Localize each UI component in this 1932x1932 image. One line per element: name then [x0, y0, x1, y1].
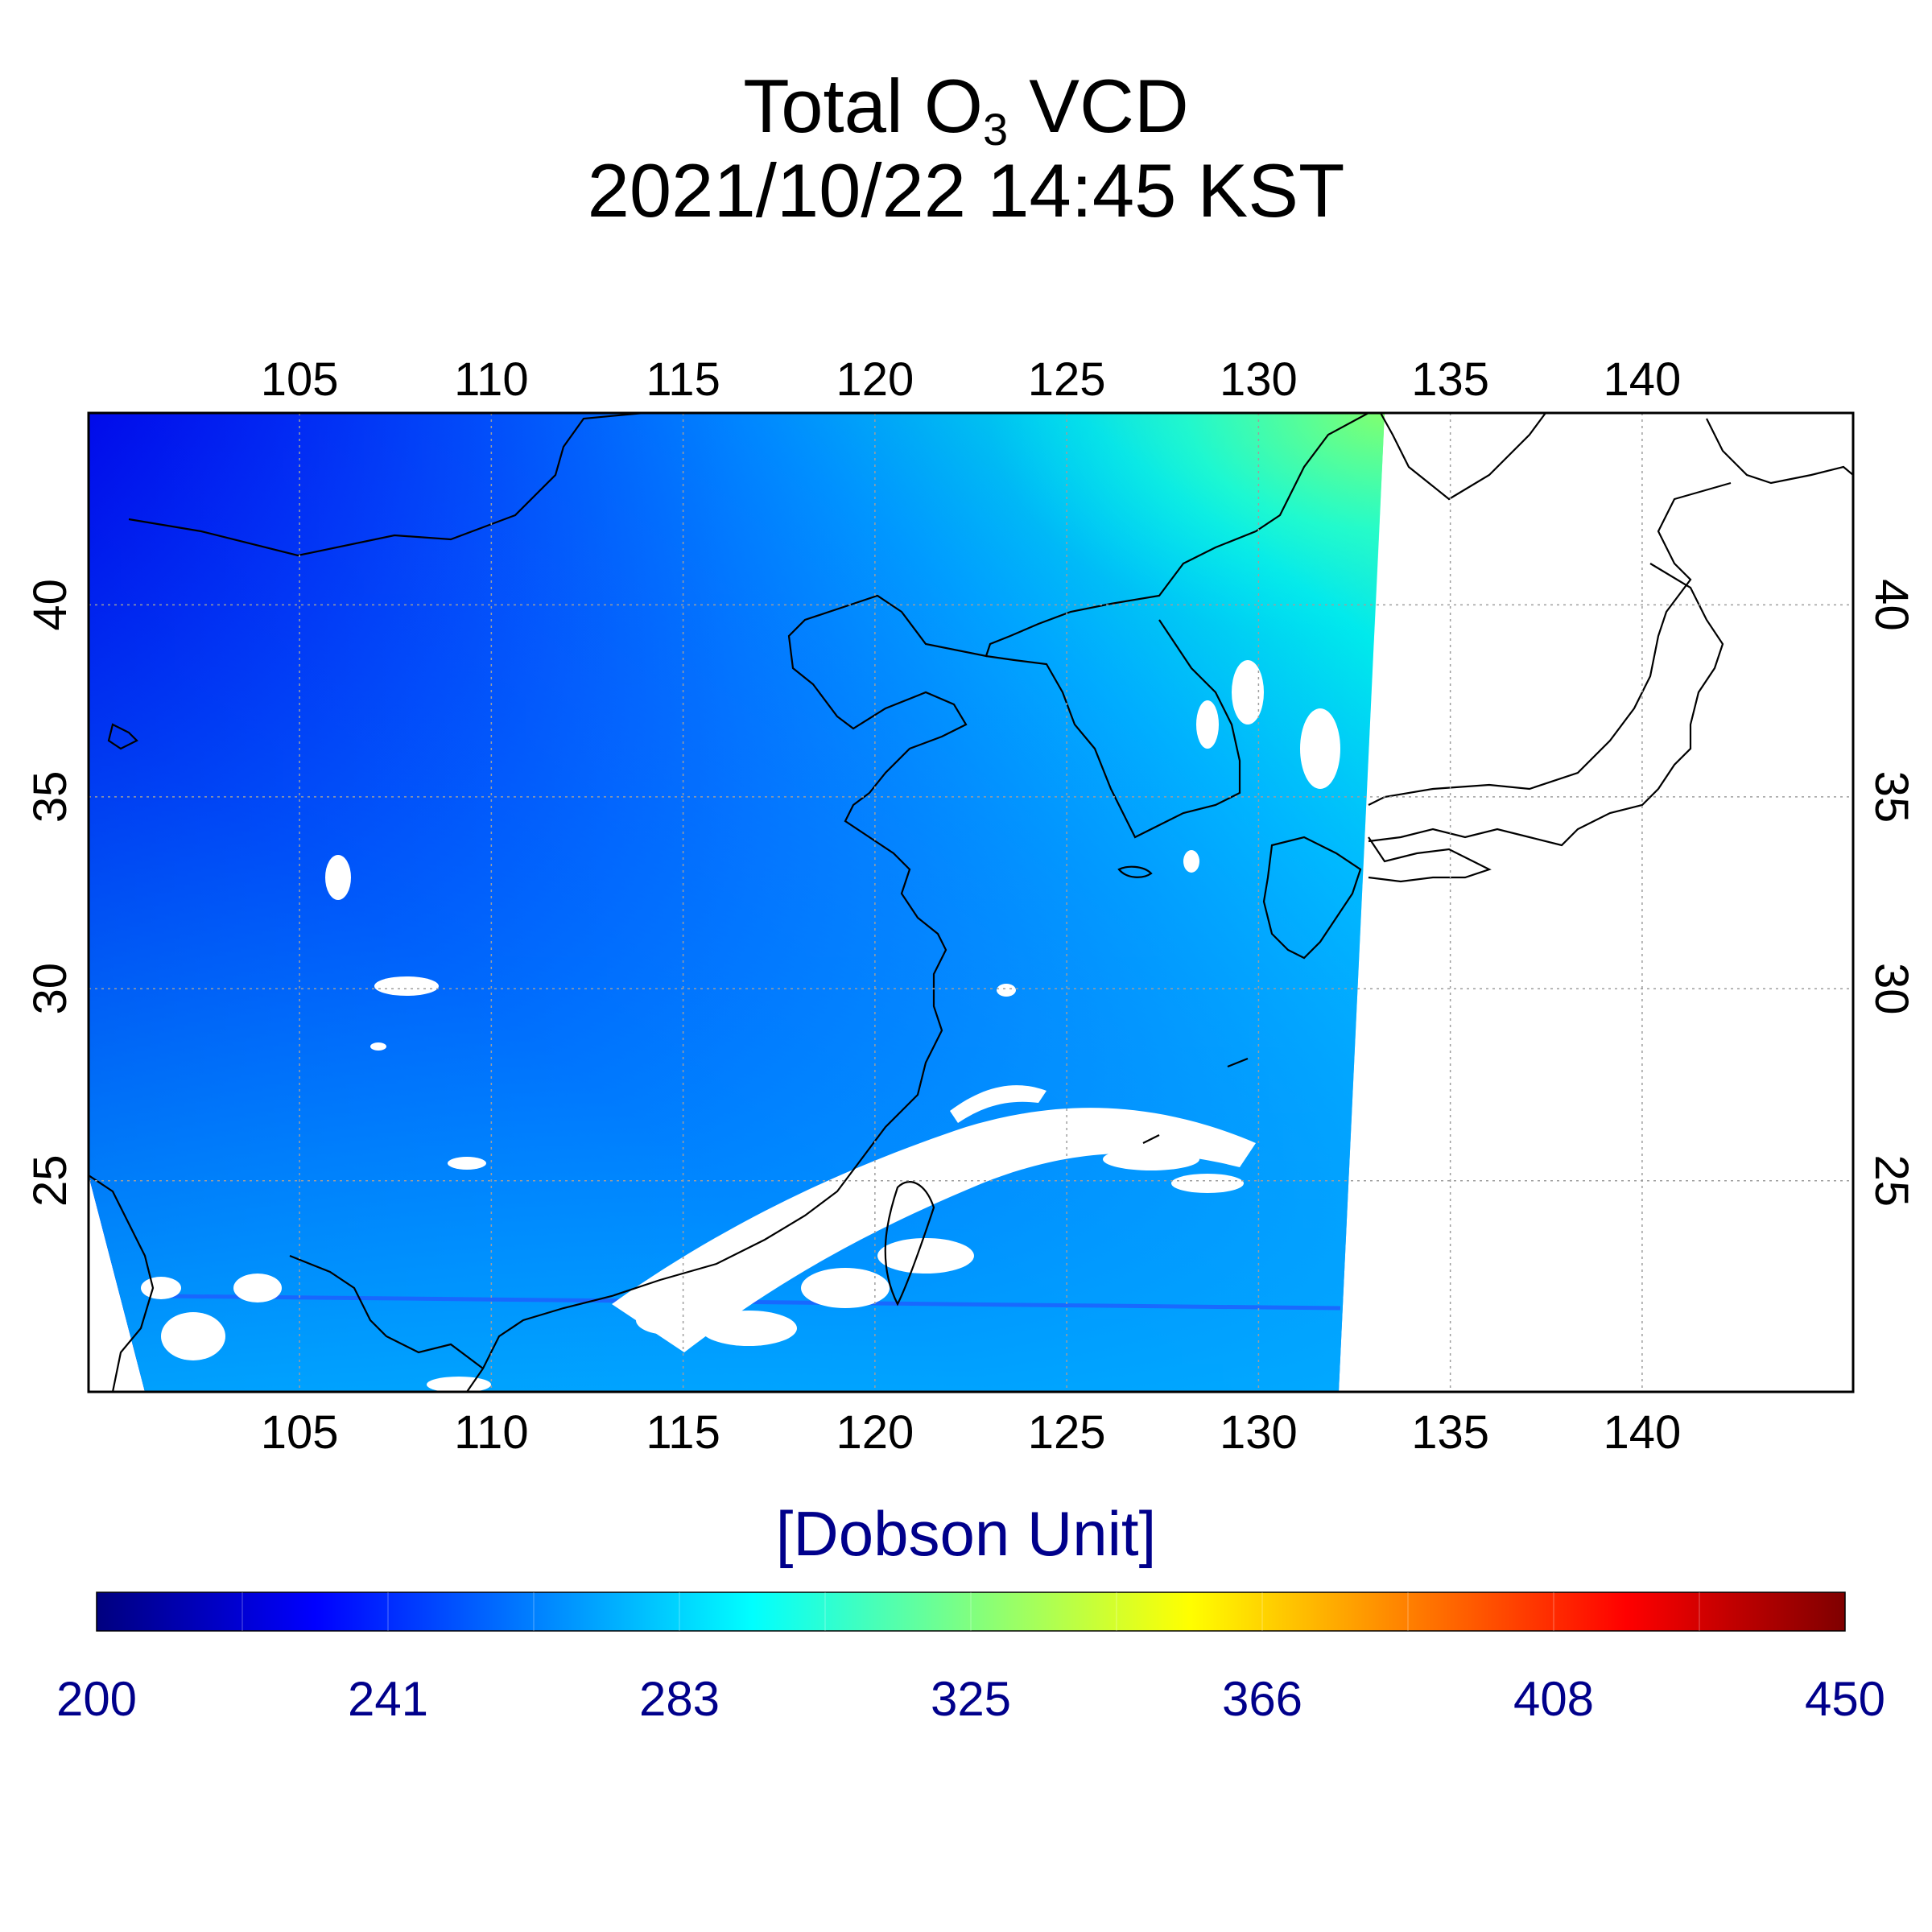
lon-label-125: 125 [1028, 353, 1106, 406]
lon-label-135: 135 [1411, 1406, 1489, 1459]
colorbar-title: [Dobson Unit] [775, 1498, 1157, 1569]
lon-label-105: 105 [261, 353, 339, 406]
lon-label-110: 110 [454, 1406, 528, 1459]
lat-label-left-35: 35 [24, 771, 76, 824]
colorbar-label-325: 325 [930, 1672, 1012, 1726]
lat-label-right-30: 30 [1865, 963, 1918, 1015]
colorbar-label-366: 366 [1221, 1672, 1303, 1726]
lon-label-105: 105 [261, 1406, 339, 1459]
lon-label-130: 130 [1220, 1406, 1298, 1459]
lat-label-left-40: 40 [24, 579, 76, 631]
colorbar-label-283: 283 [638, 1672, 720, 1726]
map-title: Total O3 VCD [743, 64, 1189, 155]
colorbar-label-450: 450 [1804, 1672, 1886, 1726]
lon-label-125: 125 [1028, 1406, 1106, 1459]
latitude-labels-right: 25 30 35 40 [1865, 579, 1918, 1207]
colorbar-label-200: 200 [56, 1672, 138, 1726]
map-frame [87, 411, 1855, 1393]
longitude-labels-bottom: 105 110 115 120 125 130 135 140 [261, 1406, 1682, 1459]
lon-label-120: 120 [836, 1406, 914, 1459]
coastlines [89, 413, 1853, 1392]
high-ozone-region [724, 413, 1385, 805]
lon-label-140: 140 [1604, 353, 1682, 406]
lon-label-115: 115 [646, 1406, 720, 1459]
map-graticule [89, 413, 1853, 1392]
lon-label-130: 130 [1220, 353, 1298, 406]
colorbar-label-408: 408 [1513, 1672, 1595, 1726]
lon-label-110: 110 [454, 353, 528, 406]
lat-label-right-40: 40 [1865, 579, 1918, 631]
lat-label-right-25: 25 [1865, 1154, 1918, 1207]
lat-label-left-25: 25 [24, 1154, 76, 1207]
colorbar-label-241: 241 [347, 1672, 429, 1726]
latitude-labels-left: 25 30 35 40 [24, 579, 76, 1207]
lat-label-left-30: 30 [24, 963, 76, 1015]
longitude-labels-top: 105 110 115 120 125 130 135 140 [261, 353, 1682, 406]
lat-label-right-35: 35 [1865, 771, 1918, 824]
lon-label-135: 135 [1411, 353, 1489, 406]
lon-label-115: 115 [646, 353, 720, 406]
lon-label-120: 120 [836, 353, 914, 406]
map-timestamp: 2021/10/22 14:45 KST [587, 148, 1345, 233]
lon-label-140: 140 [1604, 1406, 1682, 1459]
